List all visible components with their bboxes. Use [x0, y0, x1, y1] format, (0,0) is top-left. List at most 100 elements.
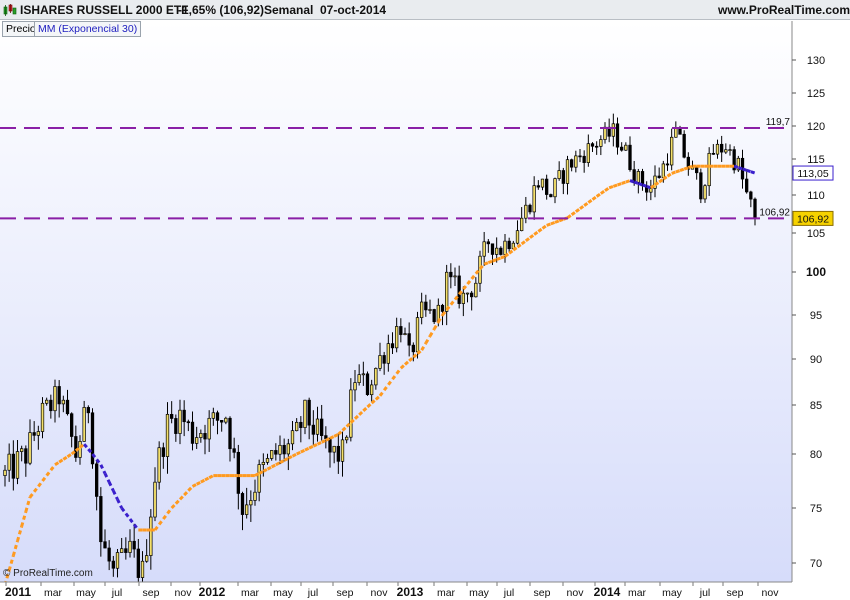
y-tick-label-1: 75: [810, 503, 822, 515]
candle-body-174: [728, 149, 732, 151]
y-tick-label-2: 80: [810, 449, 822, 461]
ma-segment-39: [166, 507, 173, 515]
candle-body-30: [128, 540, 132, 553]
candle-body-25: [107, 547, 111, 562]
ma-segment-103: [432, 321, 440, 330]
candle-body-98: [411, 344, 415, 353]
candle-body-115: [482, 241, 486, 257]
candle-body-114: [478, 255, 482, 284]
x-tick-label-17: nov: [567, 587, 585, 599]
candle-body-22: [95, 463, 99, 497]
y-tick-label-3: 85: [810, 400, 822, 412]
ma-segment-141: [591, 195, 598, 201]
ma-segment-8: [37, 480, 44, 488]
last-price-label: 106,92: [797, 213, 829, 225]
candle-body-172: [720, 143, 724, 153]
candle-body-4: [20, 448, 24, 452]
ma-segment-41: [174, 498, 182, 505]
candle-body-42: [178, 409, 182, 434]
ma-segment-45: [191, 482, 198, 488]
ma-segment-162: [679, 167, 685, 172]
ma-segment-102: [428, 328, 436, 337]
candle-body-102: [428, 309, 432, 311]
ma-segment-2: [11, 540, 19, 557]
candle-body-141: [590, 143, 595, 147]
candle-body-108: [453, 275, 457, 278]
ma-segment-22: [95, 458, 103, 466]
candle-body-80: [336, 445, 340, 462]
candle-body-91: [382, 355, 386, 364]
candle-body-154: [645, 185, 649, 193]
candle-body-11: [49, 399, 53, 412]
ma-segment-132: [554, 219, 560, 224]
ma-segment-163: [683, 166, 689, 171]
candle-body-70: [295, 421, 299, 432]
ma-segment-5: [24, 496, 32, 513]
series-layer: [3, 113, 757, 582]
candle-body-3: [15, 451, 20, 479]
ma-segment-156: [654, 180, 661, 187]
ma-segment-31: [132, 523, 140, 531]
candle-body-148: [620, 146, 624, 151]
ma-segment-145: [608, 184, 614, 190]
ma-segment-66: [279, 459, 285, 464]
ma-segment-82: [345, 421, 352, 428]
ma-segment-116: [487, 259, 494, 265]
ma-segment-101: [424, 335, 432, 344]
candle-body-28: [120, 548, 124, 553]
candle-body-155: [649, 187, 653, 193]
ma-segment-10: [45, 469, 53, 477]
candle-body-159: [665, 163, 670, 166]
horizontal-line-label-1: 106,92: [759, 207, 790, 218]
ma-segment-26: [111, 490, 119, 501]
candle-body-100: [420, 301, 424, 318]
ma-segment-127: [533, 230, 540, 236]
ma-segment-136: [570, 210, 577, 216]
candle-body-9: [40, 402, 45, 432]
candle-body-55: [232, 448, 236, 453]
candle-body-26: [111, 560, 115, 569]
candle-body-84: [353, 382, 357, 391]
ma-segment-122: [512, 245, 519, 252]
x-tick-label-21: jul: [699, 587, 711, 599]
ma-segment-64: [270, 463, 277, 469]
candle-body-37: [157, 447, 161, 483]
x-tick-label-3: jul: [111, 587, 123, 599]
ma-segment-175: [733, 164, 739, 169]
ma-segment-78: [329, 435, 335, 440]
ma-segment-11: [49, 463, 57, 472]
candle-body-140: [586, 143, 590, 163]
x-tick-label-14: may: [469, 587, 490, 599]
ma-segment-88: [370, 398, 377, 405]
candle-body-93: [390, 343, 395, 349]
ma-segment-131: [550, 220, 556, 226]
ma-segment-14: [62, 455, 69, 461]
ma-segment-77: [325, 436, 331, 442]
legend-price[interactable]: Precio: [2, 21, 40, 37]
legend-ma[interactable]: MM (Exponencial 30): [34, 21, 142, 37]
ma-segment-42: [178, 493, 186, 501]
candle-body-78: [328, 438, 332, 453]
candle-body-99: [415, 317, 420, 353]
ma-segment-112: [470, 272, 478, 280]
candle-body-53: [224, 417, 228, 423]
ma-segment-115: [483, 261, 489, 266]
candle-body-118: [495, 247, 499, 255]
date-label: 07-oct-2014: [320, 3, 387, 17]
y-tick-label-9: 115: [807, 154, 825, 166]
ma-segment-76: [321, 438, 327, 444]
ma-segment-70: [296, 450, 302, 456]
ma-segment-83: [349, 417, 357, 424]
ma-segment-23: [99, 464, 107, 475]
title-bar: ISHARES RUSSELL 2000 ETF -1,65% (106,92)…: [0, 0, 850, 20]
ma-segment-18: [79, 443, 86, 449]
candle-body-45: [190, 421, 195, 444]
candle-body-117: [490, 243, 495, 255]
ma-segment-60: [254, 472, 260, 477]
candle-body-82: [345, 436, 349, 441]
candle-body-43: [182, 409, 186, 423]
ma-segment-9: [41, 474, 48, 482]
candle-body-83: [349, 389, 353, 438]
candle-body-130: [545, 178, 549, 195]
